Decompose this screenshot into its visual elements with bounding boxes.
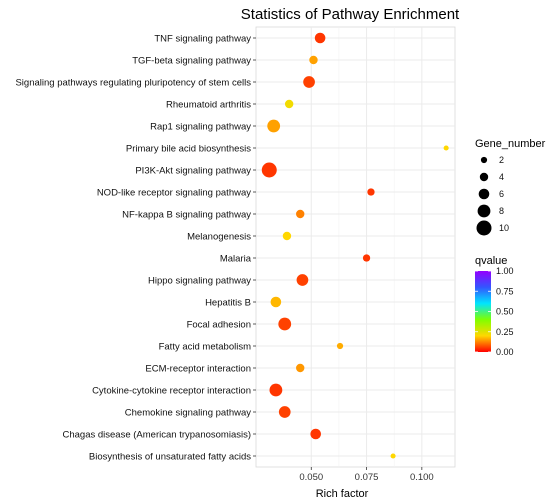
size-legend-label: 6 — [499, 189, 504, 199]
data-point — [270, 296, 282, 308]
category-label: Focal adhesion — [187, 319, 251, 330]
category-label: Chagas disease (American trypanosomiasis… — [63, 429, 252, 440]
data-points — [261, 32, 449, 459]
size-legend-swatch — [479, 172, 489, 182]
category-label: NF-kappa B signaling pathway — [122, 209, 251, 220]
data-point — [284, 99, 294, 109]
category-labels: TNF signaling pathway TGF-beta signaling … — [15, 33, 256, 462]
data-point — [309, 55, 318, 65]
category-label: Rap1 signaling pathway — [150, 121, 251, 132]
category-label: Chemokine signaling pathway — [125, 407, 251, 418]
panel-background — [255, 26, 456, 468]
size-legend-label: 10 — [499, 223, 509, 233]
size-legend-swatch — [480, 156, 488, 164]
data-point — [296, 209, 305, 219]
category-label: NOD-like receptor signaling pathway — [97, 187, 251, 198]
size-legend-label: 2 — [499, 155, 504, 165]
color-legend-label: 0.50 — [496, 307, 514, 317]
size-legend-swatch — [477, 204, 491, 218]
data-point — [278, 317, 292, 331]
category-label: TNF signaling pathway — [154, 33, 251, 44]
x-axis: 0.050 0.075 0.100 — [299, 467, 434, 483]
data-point — [282, 231, 292, 241]
category-label: TGF-beta signaling pathway — [132, 55, 251, 66]
data-point — [443, 145, 449, 151]
x-tick-label: 0.050 — [299, 472, 323, 483]
category-label: Primary bile acid biosynthesis — [126, 143, 251, 154]
data-point — [261, 162, 277, 178]
data-point — [269, 383, 283, 397]
size-legend-label: 4 — [499, 172, 504, 182]
data-point — [390, 453, 396, 459]
data-point — [367, 188, 375, 196]
category-label: Fatty acid metabolism — [159, 341, 251, 352]
x-axis-label: Rich factor — [316, 488, 369, 500]
chart-title: Statistics of Pathway Enrichment — [241, 6, 460, 23]
color-legend-label: 1.00 — [496, 266, 514, 276]
category-label: ECM-receptor interaction — [145, 363, 251, 374]
category-label: Melanogenesis — [187, 231, 251, 242]
plot-panel — [255, 26, 456, 468]
color-legend-title: qvalue — [475, 255, 507, 267]
size-legend-swatch — [476, 220, 492, 236]
category-label: Hippo signaling pathway — [148, 275, 251, 286]
size-legend-swatch — [478, 188, 490, 200]
category-label: Rheumatoid arthritis — [166, 99, 251, 110]
color-legend-bar — [475, 271, 491, 352]
data-point — [336, 342, 344, 350]
category-label: Cytokine-cytokine receptor interaction — [92, 385, 251, 396]
category-label: PI3K-Akt signaling pathway — [135, 165, 251, 176]
category-label: Malaria — [220, 253, 252, 264]
color-legend-label: 0.75 — [496, 286, 514, 296]
category-label: Hepatitis B — [205, 297, 251, 308]
data-point — [314, 32, 326, 44]
data-point — [296, 274, 309, 286]
size-legend-label: 8 — [499, 206, 504, 216]
data-point — [267, 119, 281, 133]
size-legend-title: Gene_number — [475, 138, 546, 150]
size-legend: Gene_number 2 4 6 8 10 — [475, 138, 546, 236]
data-point — [310, 428, 322, 440]
category-label: Biosynthesis of unsaturated fatty acids — [89, 451, 251, 462]
data-point — [303, 76, 315, 88]
data-point — [278, 406, 291, 418]
x-tick-label: 0.075 — [355, 472, 379, 483]
color-legend-label: 0.00 — [496, 347, 514, 357]
color-legend-label: 0.25 — [496, 327, 514, 337]
category-label: Signaling pathways regulating pluripoten… — [15, 77, 251, 88]
x-tick-label: 0.100 — [410, 472, 434, 483]
data-point — [296, 363, 305, 373]
data-point — [362, 254, 371, 262]
